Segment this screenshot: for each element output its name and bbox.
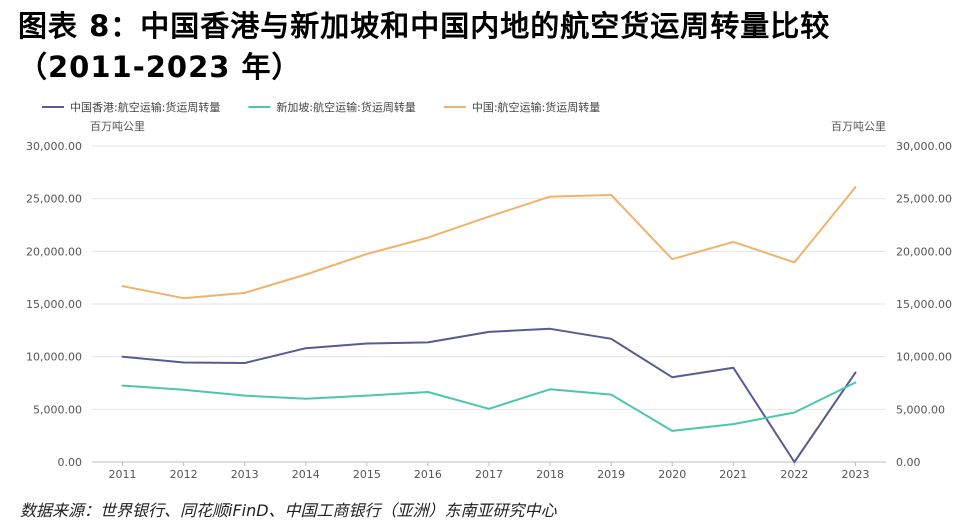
y-tick-label-right: 25,000.00 (896, 193, 952, 206)
x-tick-label: 2023 (841, 468, 869, 481)
x-tick-label: 2017 (475, 468, 503, 481)
y-tick-label-right: 10,000.00 (896, 351, 952, 364)
legend-label-2: 新加坡:航空运输:货运周转量 (276, 100, 415, 114)
legend-label-1: 中国香港:航空运输:货运周转量 (70, 100, 220, 114)
x-tick-label: 2022 (780, 468, 808, 481)
y-tick-label-right: 5,000.00 (896, 403, 945, 416)
x-tick-label: 2018 (536, 468, 564, 481)
line-chart: 0.00 0.00 5,000.00 5,000.00 10,000.00 10,000.… (26, 100, 952, 481)
x-tick-label: 2016 (414, 468, 442, 481)
series-line-2 (121, 381, 857, 432)
series-line-1 (121, 327, 857, 463)
x-tick-label: 2021 (719, 468, 747, 481)
series-line-3 (121, 186, 857, 300)
x-tick-label: 2019 (597, 468, 625, 481)
y-tick-label-left: 15,000.00 (26, 298, 82, 311)
y-tick-label-right: 15,000.00 (896, 298, 952, 311)
x-tick-label: 2012 (170, 468, 198, 481)
x-tick-label: 2020 (658, 468, 686, 481)
title-line-1: 图表 8：中国香港与新加坡和中国内地的航空货运周转量比较 (18, 9, 831, 43)
y-tick-label-left: 25,000.00 (26, 193, 82, 206)
y-tick-label-right: 20,000.00 (896, 245, 952, 258)
y-tick-label-left: 30,000.00 (26, 140, 82, 153)
y-tick-label-right: 0.00 (896, 456, 921, 469)
y-tick-label-left: 0.00 (58, 456, 83, 469)
legend-label-3: 中国:航空运输:货运周转量 (472, 100, 600, 114)
page-title: 图表 8：中国香港与新加坡和中国内地的航空货运周转量比较 （2011-2023 … (18, 6, 968, 88)
y-tick-label-left: 5,000.00 (33, 403, 82, 416)
x-tick-label: 2011 (109, 468, 137, 481)
source-note: 数据来源：世界银行、同花顺iFinD、中国工商银行（亚洲）东南亚研究中心 (20, 501, 557, 520)
y-tick-label-left: 10,000.00 (26, 351, 82, 364)
y-tick-label-left: 20,000.00 (26, 245, 82, 258)
y-tick-label-right: 30,000.00 (896, 140, 952, 153)
x-tick-label: 2014 (292, 468, 320, 481)
y-axis-unit-right: 百万吨公里 (831, 120, 886, 133)
y-axis-unit-left: 百万吨公里 (90, 120, 145, 133)
x-tick-label: 2015 (353, 468, 381, 481)
chart-container: 0.00 0.00 5,000.00 5,000.00 10,000.00 10,000.… (18, 94, 970, 490)
title-line-2: （2011-2023 年） (18, 50, 302, 84)
x-tick-label: 2013 (231, 468, 259, 481)
